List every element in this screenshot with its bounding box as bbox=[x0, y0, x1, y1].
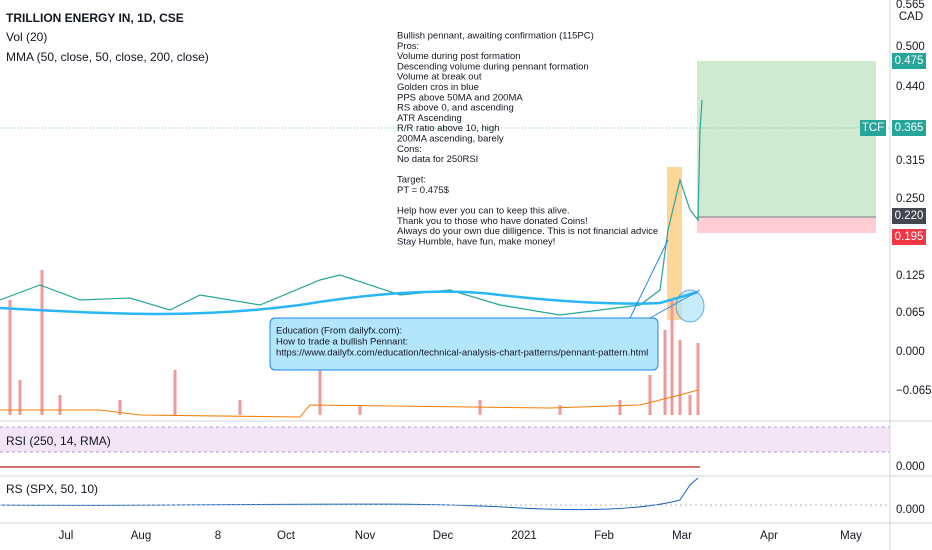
annotation-line: Descending volume during pennant formati… bbox=[397, 61, 589, 72]
annotation-line: Help how ever you can to keep this alive… bbox=[397, 206, 570, 217]
time-axis-label: Oct bbox=[277, 530, 296, 542]
symbol-tag: TCF bbox=[862, 122, 884, 134]
time-axis-label: Aug bbox=[131, 530, 151, 542]
annotation-line: Pros: bbox=[397, 41, 419, 52]
last-tag: 0.365 bbox=[895, 122, 924, 134]
price-sketch bbox=[0, 99, 703, 316]
dynamic-text: Bullish pennant, awaiting confirmation (… bbox=[59, 0, 932, 542]
time-axis-label: Feb bbox=[594, 530, 614, 542]
entry-tag: 0.220 bbox=[895, 210, 924, 222]
tag-bg bbox=[892, 208, 926, 224]
annotation-line: Volume during post formation bbox=[397, 51, 521, 62]
time-axis-label: Jul bbox=[59, 530, 74, 542]
annotation-line: Cons: bbox=[397, 144, 422, 155]
price-axis-label: 0.250 bbox=[896, 193, 925, 205]
tag-bg bbox=[892, 229, 926, 245]
price-axis-label: 0.440 bbox=[896, 81, 925, 93]
price-axis-label: 0.565 bbox=[896, 0, 925, 11]
time-axis-label: Apr bbox=[760, 530, 778, 542]
price-axis-label: 0.315 bbox=[896, 155, 925, 167]
education-callout bbox=[269, 317, 659, 371]
education-line: Education (From dailyfx.com): bbox=[276, 326, 402, 337]
profit-zone bbox=[697, 61, 876, 217]
annotation-line: Target: bbox=[397, 175, 426, 186]
callout-pointer bbox=[629, 239, 669, 319]
rs-label: RS (SPX, 50, 10) bbox=[6, 482, 98, 496]
price-axis-label: 0.500 bbox=[896, 41, 925, 53]
rsi-axis-label: 0.000 bbox=[896, 461, 925, 473]
price-axis-label: 0.125 bbox=[896, 270, 925, 282]
stop-tag: 0.195 bbox=[895, 231, 924, 243]
rsi-band bbox=[0, 427, 890, 452]
price-axis-label: 0.000 bbox=[896, 346, 925, 358]
time-axis-label: May bbox=[840, 530, 862, 542]
currency: CAD bbox=[899, 11, 923, 23]
education-line: https://www.dailyfx.com/education/techni… bbox=[276, 348, 648, 359]
volume-sketch bbox=[8, 270, 700, 415]
price-axis-label: −0.065 bbox=[896, 385, 932, 397]
annotation-line: ATR Ascending bbox=[397, 113, 462, 124]
annotation-line: RS above 0, and ascending bbox=[397, 103, 514, 114]
time-axis-label: 2021 bbox=[511, 530, 537, 542]
tag-bg bbox=[860, 120, 886, 136]
time-axis-label: Mar bbox=[672, 530, 692, 542]
target-tag: 0.475 bbox=[895, 55, 924, 67]
annotation-line: Stay Humble, have fun, make money! bbox=[397, 237, 555, 248]
annotation-line: No data for 250RSI bbox=[397, 154, 478, 165]
annotation-line: 200MA ascending, barely bbox=[397, 134, 504, 145]
rsi-label: RSI (250, 14, RMA) bbox=[6, 434, 111, 448]
annotation-line: Volume at break out bbox=[397, 72, 482, 83]
annotation-line: R/R ratio above 10, high bbox=[397, 123, 499, 134]
annotation-line: PT = 0.475$ bbox=[397, 185, 450, 196]
tag-bg bbox=[892, 53, 926, 69]
volume-ma bbox=[0, 389, 699, 418]
annotation-line: Bullish pennant, awaiting confirmation (… bbox=[397, 31, 594, 42]
volume-label: Vol (20) bbox=[6, 30, 47, 44]
pennant-pole bbox=[667, 167, 682, 320]
annotation-line: Thank you to those who have donated Coin… bbox=[397, 216, 588, 227]
tag-bg bbox=[892, 120, 926, 136]
annotation-line: PPS above 50MA and 200MA bbox=[397, 92, 523, 103]
annotation-line: Always do your own due dilligence. This … bbox=[397, 226, 658, 237]
moving-average bbox=[0, 290, 699, 316]
price-axis-label: 0.065 bbox=[896, 307, 925, 319]
rs-axis-label: 0.000 bbox=[896, 504, 925, 516]
mma-label: MMA (50, close, 50, close, 200, close) bbox=[6, 50, 209, 64]
loss-zone bbox=[697, 217, 876, 233]
annotation-line: Golden cros in blue bbox=[397, 82, 479, 93]
time-axis-label: Nov bbox=[355, 530, 376, 542]
callout-pointer bbox=[649, 289, 701, 319]
symbol-title: TRILLION ENERGY IN, 1D, CSE bbox=[6, 11, 184, 25]
cross-highlight bbox=[675, 289, 705, 323]
time-axis-label: 8 bbox=[215, 530, 221, 542]
education-line: How to trade a bullish Pennant: bbox=[276, 337, 408, 348]
time-axis-label: Dec bbox=[433, 530, 454, 542]
